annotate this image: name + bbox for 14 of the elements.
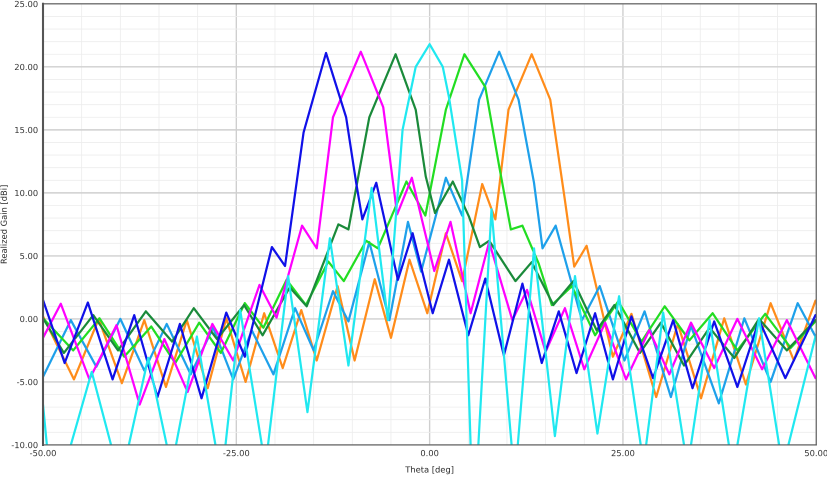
y-tick-label: 20.00 bbox=[14, 64, 38, 70]
y-tick-label: 5.00 bbox=[20, 252, 38, 260]
y-tick-label: -10.00 bbox=[12, 442, 38, 448]
y-tick-label: 10.00 bbox=[15, 190, 38, 196]
x-tick-label: 25.00 bbox=[612, 450, 634, 456]
y-tick-label: 0.00 bbox=[20, 316, 38, 322]
x-tick-label: -25.00 bbox=[223, 450, 250, 456]
x-tick-label: 0.00 bbox=[420, 450, 438, 456]
x-axis-title: Theta [deg] bbox=[405, 466, 454, 474]
y-axis-title: Realized Gain [dBi] bbox=[0, 185, 8, 264]
y-tick-label: 25.00 bbox=[14, 0, 38, 8]
y-tick-label: -5.00 bbox=[16, 378, 38, 386]
x-tick-label: -50.00 bbox=[30, 450, 56, 456]
y-tick-label: 15.00 bbox=[15, 126, 38, 134]
